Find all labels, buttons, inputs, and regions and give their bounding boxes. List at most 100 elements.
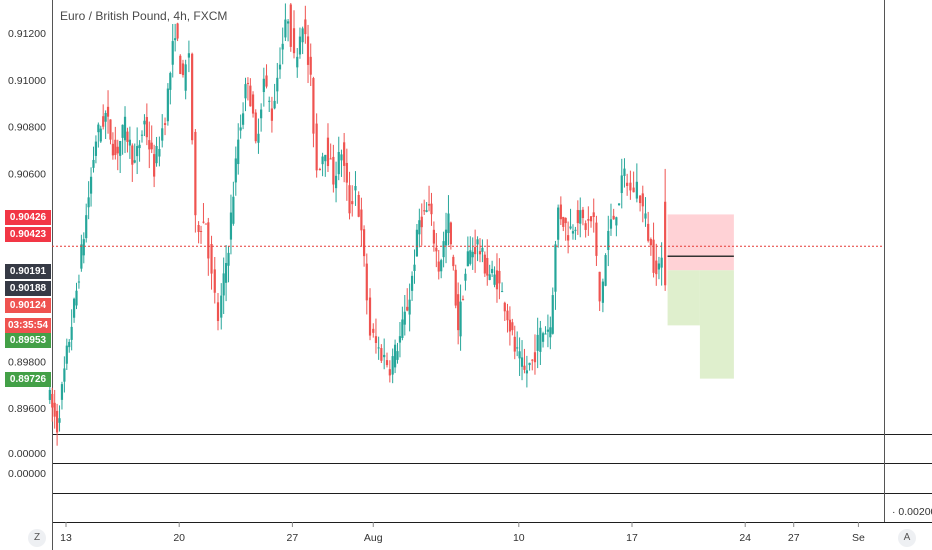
- candle-body: [380, 348, 383, 361]
- candle-body: [647, 223, 650, 241]
- candle-body: [425, 210, 428, 212]
- price-badge: 0.90426: [5, 210, 51, 225]
- candle-body: [454, 269, 457, 306]
- candle-body: [106, 106, 110, 117]
- candle-body: [354, 186, 357, 191]
- candle-body: [549, 327, 552, 338]
- candle-body: [541, 333, 545, 342]
- candle-body: [301, 28, 304, 43]
- take-profit-zone-extended: [699, 270, 734, 379]
- candle-body: [224, 263, 228, 283]
- candle-body: [312, 78, 315, 134]
- candle-body: [562, 216, 565, 227]
- candle-body: [298, 36, 302, 55]
- candle-body: [229, 212, 233, 240]
- candle-body: [372, 328, 375, 333]
- chart-grid: [52, 0, 932, 550]
- candle-body: [166, 88, 169, 122]
- candle-body: [315, 123, 318, 171]
- candle-body: [557, 207, 560, 240]
- candle-body: [191, 53, 194, 141]
- candle-body: [471, 251, 474, 258]
- candle-body: [257, 133, 260, 143]
- candle-body: [604, 255, 607, 286]
- candle-body: [179, 55, 182, 74]
- candle-body: [571, 231, 575, 234]
- candle-body: [126, 131, 129, 142]
- candle-body: [544, 333, 547, 335]
- candle-body: [286, 21, 290, 24]
- candle-body: [632, 187, 635, 193]
- candle-body: [584, 223, 587, 230]
- candle-body: [418, 220, 421, 235]
- candle-body: [136, 146, 139, 157]
- candle-body: [500, 291, 504, 293]
- candle-body: [391, 356, 394, 375]
- y-tick-label: 0.90600: [8, 169, 46, 181]
- candle-body: [184, 64, 187, 91]
- candle-body: [276, 77, 279, 92]
- candle-body: [440, 260, 443, 272]
- candle-body: [234, 158, 237, 183]
- candle-body: [589, 216, 593, 222]
- candle-body: [652, 239, 655, 273]
- candle-body: [609, 219, 613, 229]
- candle-body: [343, 142, 346, 166]
- candle-body: [506, 310, 509, 321]
- candle-body: [121, 124, 124, 138]
- candle-body: [321, 156, 324, 165]
- candle-body: [268, 100, 271, 102]
- candle-body: [615, 217, 618, 226]
- candle-body: [332, 156, 335, 185]
- candle-body: [620, 175, 623, 194]
- candle-body: [262, 78, 265, 93]
- candle-body: [408, 299, 411, 315]
- candle-body: [623, 168, 626, 176]
- candle-body: [396, 351, 399, 360]
- candle-body: [493, 274, 496, 285]
- candle-body: [99, 128, 102, 142]
- candle-body: [273, 100, 276, 109]
- timezone-z-button[interactable]: Z: [28, 529, 46, 547]
- x-tick-label: 10: [513, 532, 525, 544]
- candle-body: [385, 360, 389, 366]
- candle-body: [449, 222, 452, 245]
- candle-body: [581, 209, 585, 219]
- candle-body: [306, 36, 310, 65]
- candle-body: [486, 257, 489, 276]
- price-badge: 0.89953: [5, 333, 51, 348]
- candle-body: [536, 334, 539, 351]
- price-badge: 0.90188: [5, 281, 51, 296]
- candle-body: [169, 73, 172, 90]
- candle-body: [324, 154, 327, 162]
- candlestick-series: [48, 3, 667, 446]
- auto-scale-button[interactable]: A: [898, 529, 916, 547]
- candle-body: [362, 229, 366, 257]
- x-tick-label: 17: [626, 532, 638, 544]
- candle-body: [249, 85, 252, 107]
- candle-body: [270, 108, 274, 121]
- indicator-pane-label: · 0.00200: [892, 506, 932, 518]
- candle-body: [533, 352, 537, 363]
- indicator-pane-label: 0.00000: [8, 468, 46, 480]
- candle-body: [432, 229, 435, 244]
- price-badge: 0.90423: [5, 227, 51, 242]
- candle-body: [334, 175, 338, 189]
- candle-body: [68, 341, 71, 348]
- candle-body: [58, 418, 61, 423]
- candle-body: [469, 250, 472, 264]
- candle-body: [461, 298, 465, 300]
- candle-body: [109, 119, 112, 140]
- candle-body: [204, 223, 207, 225]
- candle-body: [481, 247, 484, 252]
- candle-body: [94, 141, 98, 156]
- candle-body: [80, 244, 83, 269]
- candle-body: [128, 139, 131, 146]
- candle-body: [148, 140, 151, 150]
- candle-body: [459, 301, 462, 337]
- candle-body: [554, 244, 557, 292]
- candle-body: [365, 263, 368, 301]
- candle-body: [444, 229, 448, 246]
- candle-body: [508, 319, 512, 332]
